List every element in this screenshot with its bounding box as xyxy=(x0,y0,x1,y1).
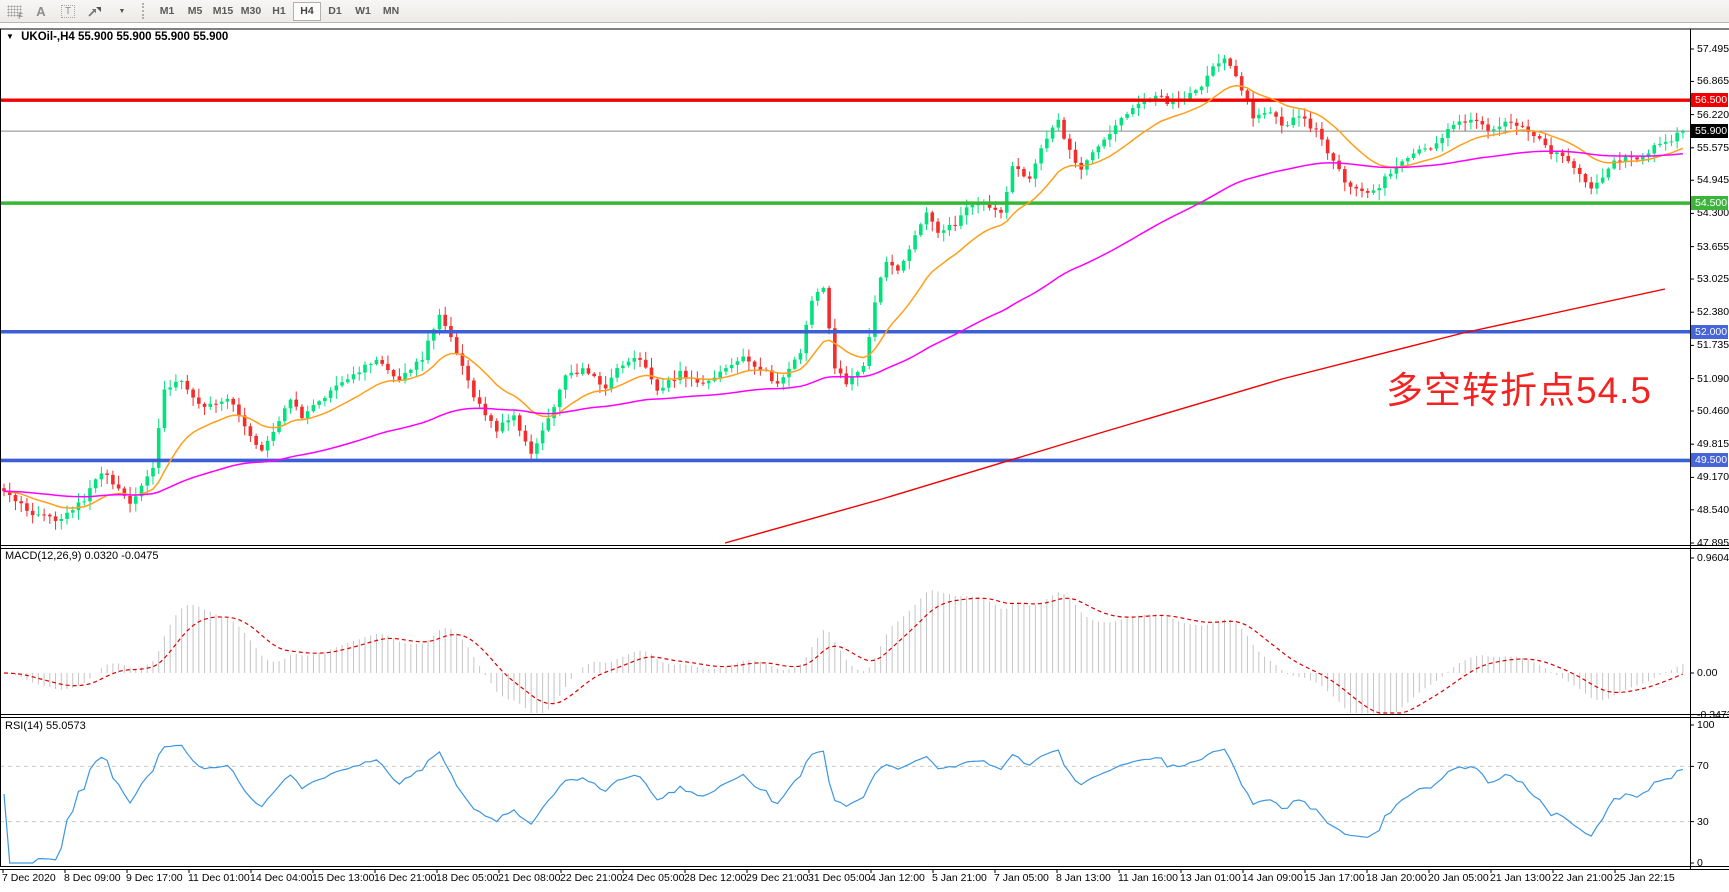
timeframe-button-MN[interactable]: MN xyxy=(377,2,405,21)
timeframe-button-H4[interactable]: H4 xyxy=(293,1,321,21)
timeframe-button-M5[interactable]: M5 xyxy=(181,2,209,21)
arrows-tool[interactable] xyxy=(85,2,105,21)
timeframe-toolbar: M1 M5 M15 M30 H1 H4 D1 W1 MN xyxy=(153,0,405,22)
timeframe-button-H1[interactable]: H1 xyxy=(265,2,293,21)
toolbar-grip[interactable] xyxy=(142,3,147,19)
dot-grid-icon xyxy=(6,5,22,17)
timeframe-button-M1[interactable]: M1 xyxy=(153,2,181,21)
text-tool[interactable]: A xyxy=(31,2,51,21)
timeframe-button-D1[interactable]: D1 xyxy=(321,2,349,21)
label-t-icon: T xyxy=(60,4,76,18)
timeframe-button-W1[interactable]: W1 xyxy=(349,2,377,21)
arrows-dropdown[interactable]: ▼ xyxy=(112,2,132,21)
drawing-tools-group: F A T ▼ xyxy=(0,0,132,22)
timeframe-button-M15[interactable]: M15 xyxy=(209,2,237,21)
timeframe-button-M30[interactable]: M30 xyxy=(237,2,265,21)
label-tool[interactable]: T xyxy=(58,2,78,21)
text-a-icon: A xyxy=(36,3,46,19)
chevron-down-icon: ▼ xyxy=(118,7,126,15)
arrows-icon xyxy=(88,7,101,17)
toolbar: F A T ▼ M1 M5 M15 M30 H1 H4 D1 W1 MN xyxy=(0,0,1729,23)
fibonacci-grid-tool[interactable]: F xyxy=(4,2,24,21)
fibonacci-letter: F xyxy=(18,11,23,21)
